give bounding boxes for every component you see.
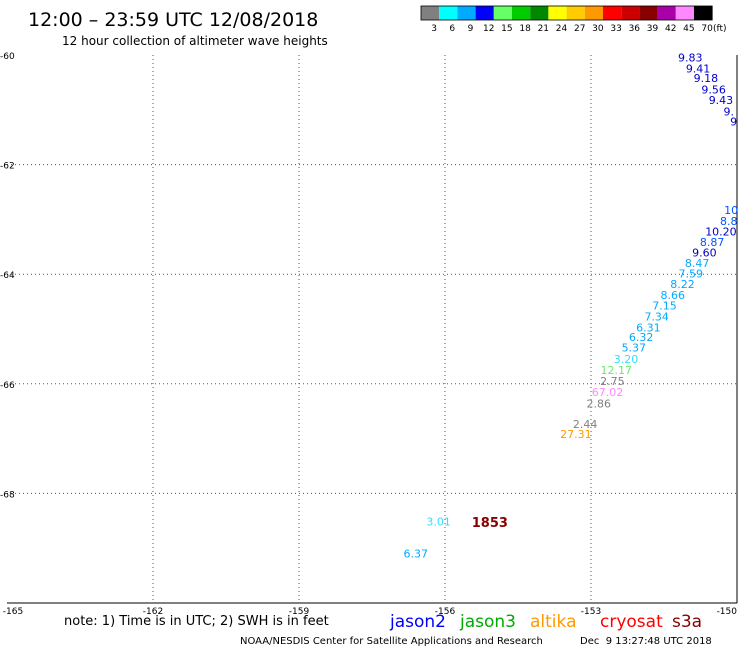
swh-value-label: 8.66 [661, 289, 686, 302]
swh-value-label: 2.75 [600, 375, 625, 388]
colorbar-label-33: 33 [610, 24, 621, 34]
swh-value-label: 9.18 [694, 72, 719, 85]
swh-value-label: 6.37 [404, 548, 429, 561]
colorbar-label-45: 45 [683, 24, 694, 34]
x-tick-label: -165 [3, 607, 23, 617]
y-tick-label: -60 [0, 52, 15, 62]
colorbar-border [420, 5, 713, 21]
swh-value-label: 9.60 [692, 246, 717, 259]
swh-value-label: 10.20 [705, 225, 737, 238]
colorbar-swatch-27 [566, 6, 585, 20]
swh-value-label: 6.32 [629, 331, 654, 344]
swh-value-label: 8.87 [700, 236, 725, 249]
colorbar-swatch-12 [475, 6, 494, 20]
colorbar-label-18: 18 [519, 24, 531, 34]
tick-labels: -165 -162 -159 -156 -153 -150 -60 -62 -64 -66 -68 [0, 52, 737, 617]
swh-value-label: 9.41 [686, 63, 711, 76]
colorbar-label-9: 9 [468, 24, 474, 34]
y-tick-label: -66 [0, 381, 15, 391]
satellite-s3a: s3a [672, 612, 702, 632]
y-tick-label: -62 [0, 162, 15, 172]
colorbar-swatch-33 [603, 6, 622, 20]
swh-value-label: 2.86 [587, 398, 612, 411]
swh-value-label: 10 [724, 204, 738, 217]
swh-value-label: 3.01 [426, 515, 451, 528]
colorbar-label-27: 27 [574, 24, 585, 34]
colorbar-swatch-21 [530, 6, 549, 20]
x-tick-label: -162 [143, 607, 163, 617]
swh-value-label: 7.15 [652, 299, 677, 312]
generated-timestamp: Dec 9 13:27:48 UTC 2018 [580, 636, 712, 647]
swh-value-label: 9.43 [709, 94, 734, 107]
swh-value-label: 67.02 [592, 386, 624, 399]
swh-value-label: 12.17 [601, 364, 633, 377]
grid-lines [7, 55, 737, 603]
colorbar-label-15: 15 [501, 24, 512, 34]
colorbar-unit-label: (ft) [713, 24, 727, 34]
swh-value-label: 6.31 [636, 321, 661, 334]
x-tick-label: -153 [581, 607, 601, 617]
x-tick-label: -156 [435, 607, 456, 617]
swh-value-label: 3.20 [614, 353, 639, 366]
swh-value-label: 9. [723, 105, 734, 118]
swh-value-label: 8.47 [685, 257, 710, 270]
satellite-jason2: jason2 [389, 612, 446, 632]
colorbar-swatch-30 [584, 6, 603, 20]
swh-value-label: 2.44 [573, 418, 598, 431]
colorbar-label-21: 21 [538, 24, 549, 34]
data-points: 9.839.419.189.569.439.9 108.810.208.879.6… [404, 52, 739, 561]
colorbar-swatch-39 [639, 6, 658, 20]
colorbar-swatch-15 [493, 6, 512, 20]
colorbar-label-30: 30 [592, 24, 604, 34]
chart-subtitle: 12 hour collection of altimeter wave hei… [62, 34, 328, 48]
colorbar-swatch-24 [548, 6, 567, 20]
swh-value-label: 9 [730, 115, 737, 128]
swh-value-label: 5.37 [622, 342, 647, 355]
swh-value-label: 7.59 [679, 268, 704, 281]
colorbar-swatch-36 [621, 6, 640, 20]
pass-time-label: 1853 [472, 516, 508, 531]
satellite-jason3: jason3 [459, 612, 516, 632]
swh-value-label: 9.56 [701, 84, 726, 97]
colorbar-label-42: 42 [665, 24, 676, 34]
x-tick-label: -159 [289, 607, 310, 617]
swh-value-label: 27.31 [560, 428, 592, 441]
colorbar-swatch-18 [512, 6, 531, 20]
y-tick-label: -68 [0, 490, 15, 500]
colorbar-label-70: 70 [701, 24, 713, 34]
colorbar-swatch-45 [675, 6, 694, 20]
colorbar-label-12: 12 [483, 24, 494, 34]
colorbar-swatch-70 [694, 6, 713, 20]
colorbar-label-6: 6 [449, 24, 455, 34]
y-tick-label: -64 [0, 271, 15, 281]
swh-value-label: 7.34 [644, 310, 669, 323]
colorbar-label-24: 24 [556, 24, 568, 34]
colorbar-legend: 3 6 9 12 15 18 21 24 27 30 33 36 39 42 45 70 [420, 5, 713, 34]
satellite-cryosat: cryosat [600, 612, 663, 632]
colorbar-label-39: 39 [647, 24, 659, 34]
chart-title: 12:00 – 23:59 UTC 12/08/2018 [28, 9, 318, 31]
swh-value-label: 9.83 [678, 52, 703, 65]
satellite-legend: jason2 jason3 altika cryosat s3a [389, 612, 702, 632]
colorbar-label-36: 36 [629, 24, 641, 34]
colorbar-swatch-3 [421, 6, 440, 20]
colorbar-swatch-9 [457, 6, 476, 20]
footnote: note: 1) Time is in UTC; 2) SWH is in fe… [64, 614, 329, 629]
swh-value-label: 8.8 [720, 215, 738, 228]
x-tick-label: -150 [717, 607, 738, 617]
satellite-altika: altika [530, 612, 577, 632]
plot-frame [7, 55, 738, 604]
colorbar-swatch-6 [439, 6, 458, 20]
swh-value-label: 8.22 [670, 278, 695, 291]
credit-line: NOAA/NESDIS Center for Satellite Applica… [240, 636, 543, 647]
colorbar-swatch-42 [657, 6, 676, 20]
colorbar-label-3: 3 [431, 24, 437, 34]
